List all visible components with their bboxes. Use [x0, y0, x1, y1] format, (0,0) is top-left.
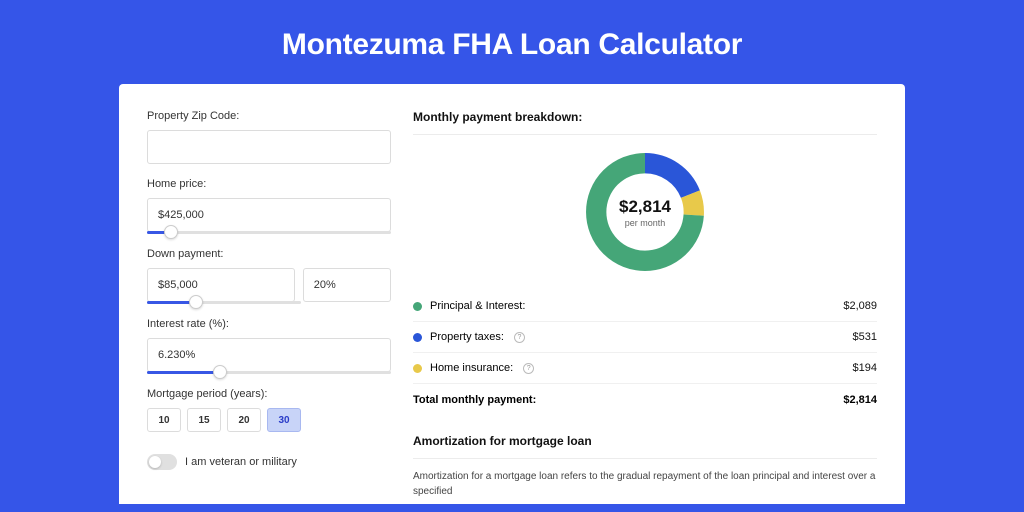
period-buttons: 10152030	[147, 408, 391, 432]
breakdown-header: Monthly payment breakdown:	[413, 110, 877, 135]
legend-list: Principal & Interest: $2,089 Property taxe…	[413, 291, 877, 384]
interest-rate-slider[interactable]	[147, 371, 391, 374]
calculator-card: Property Zip Code: Home price: Down paym…	[119, 84, 905, 504]
period-field-group: Mortgage period (years): 10152030	[147, 388, 391, 432]
help-icon[interactable]: ?	[514, 332, 525, 343]
legend-dot	[413, 333, 422, 342]
amortization-text: Amortization for a mortgage loan refers …	[413, 469, 877, 499]
toggle-knob	[149, 456, 161, 468]
legend-row: Principal & Interest: $2,089	[413, 291, 877, 322]
legend-row: Property taxes:? $531	[413, 322, 877, 353]
down-payment-label: Down payment:	[147, 248, 391, 260]
slider-thumb[interactable]	[189, 295, 203, 309]
veteran-toggle-row: I am veteran or military	[147, 454, 391, 470]
zip-input[interactable]	[147, 130, 391, 164]
inputs-column: Property Zip Code: Home price: Down paym…	[147, 110, 391, 504]
legend-value: $531	[853, 331, 877, 343]
down-payment-pct-input[interactable]	[303, 268, 391, 302]
slider-fill	[147, 371, 220, 374]
legend-dot	[413, 302, 422, 311]
veteran-label: I am veteran or military	[185, 456, 297, 468]
home-price-label: Home price:	[147, 178, 391, 190]
legend-value: $194	[853, 362, 877, 374]
donut-center: $2,814 per month	[584, 151, 706, 273]
legend-label: Principal & Interest:	[430, 300, 525, 312]
home-price-input[interactable]	[147, 198, 391, 232]
page-title: Montezuma FHA Loan Calculator	[0, 0, 1024, 84]
donut-chart: $2,814 per month	[584, 151, 706, 273]
period-button-10[interactable]: 10	[147, 408, 181, 432]
zip-field-group: Property Zip Code:	[147, 110, 391, 164]
donut-chart-container: $2,814 per month	[413, 135, 877, 291]
zip-label: Property Zip Code:	[147, 110, 391, 122]
home-price-slider[interactable]	[147, 231, 391, 234]
breakdown-column: Monthly payment breakdown: $2,814 per mo…	[413, 110, 877, 504]
period-button-15[interactable]: 15	[187, 408, 221, 432]
amortization-section: Amortization for mortgage loan Amortizat…	[413, 434, 877, 499]
veteran-toggle[interactable]	[147, 454, 177, 470]
interest-rate-input[interactable]	[147, 338, 391, 372]
legend-dot	[413, 364, 422, 373]
legend-label: Property taxes:	[430, 331, 504, 343]
total-label: Total monthly payment:	[413, 394, 536, 406]
donut-amount: $2,814	[619, 197, 671, 217]
legend-label: Home insurance:	[430, 362, 513, 374]
home-price-field-group: Home price:	[147, 178, 391, 234]
total-value: $2,814	[843, 394, 877, 406]
period-button-30[interactable]: 30	[267, 408, 301, 432]
total-row: Total monthly payment: $2,814	[413, 384, 877, 416]
legend-value: $2,089	[843, 300, 877, 312]
period-button-20[interactable]: 20	[227, 408, 261, 432]
period-label: Mortgage period (years):	[147, 388, 391, 400]
down-payment-field-group: Down payment:	[147, 248, 391, 304]
interest-rate-field-group: Interest rate (%):	[147, 318, 391, 374]
help-icon[interactable]: ?	[523, 363, 534, 374]
legend-row: Home insurance:? $194	[413, 353, 877, 384]
interest-rate-label: Interest rate (%):	[147, 318, 391, 330]
down-payment-slider[interactable]	[147, 301, 301, 304]
slider-thumb[interactable]	[213, 365, 227, 379]
down-payment-amount-input[interactable]	[147, 268, 295, 302]
slider-thumb[interactable]	[164, 225, 178, 239]
donut-sublabel: per month	[625, 218, 666, 228]
amortization-header: Amortization for mortgage loan	[413, 434, 877, 459]
